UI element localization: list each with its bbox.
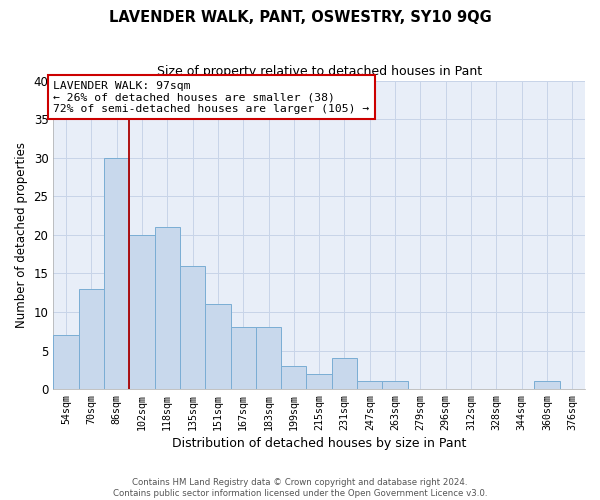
- Bar: [281, 366, 307, 389]
- Bar: [357, 382, 382, 389]
- Text: Contains HM Land Registry data © Crown copyright and database right 2024.
Contai: Contains HM Land Registry data © Crown c…: [113, 478, 487, 498]
- Bar: [53, 335, 79, 389]
- Bar: [307, 374, 332, 389]
- Bar: [180, 266, 205, 389]
- Y-axis label: Number of detached properties: Number of detached properties: [15, 142, 28, 328]
- Bar: [79, 289, 104, 389]
- Bar: [535, 382, 560, 389]
- Bar: [155, 227, 180, 389]
- Text: LAVENDER WALK: 97sqm
← 26% of detached houses are smaller (38)
72% of semi-detac: LAVENDER WALK: 97sqm ← 26% of detached h…: [53, 80, 370, 114]
- Bar: [332, 358, 357, 389]
- Bar: [104, 158, 129, 389]
- Bar: [129, 235, 155, 389]
- Bar: [256, 328, 281, 389]
- X-axis label: Distribution of detached houses by size in Pant: Distribution of detached houses by size …: [172, 437, 466, 450]
- Bar: [382, 382, 408, 389]
- Bar: [205, 304, 230, 389]
- Bar: [230, 328, 256, 389]
- Text: LAVENDER WALK, PANT, OSWESTRY, SY10 9QG: LAVENDER WALK, PANT, OSWESTRY, SY10 9QG: [109, 10, 491, 25]
- Title: Size of property relative to detached houses in Pant: Size of property relative to detached ho…: [157, 65, 482, 78]
